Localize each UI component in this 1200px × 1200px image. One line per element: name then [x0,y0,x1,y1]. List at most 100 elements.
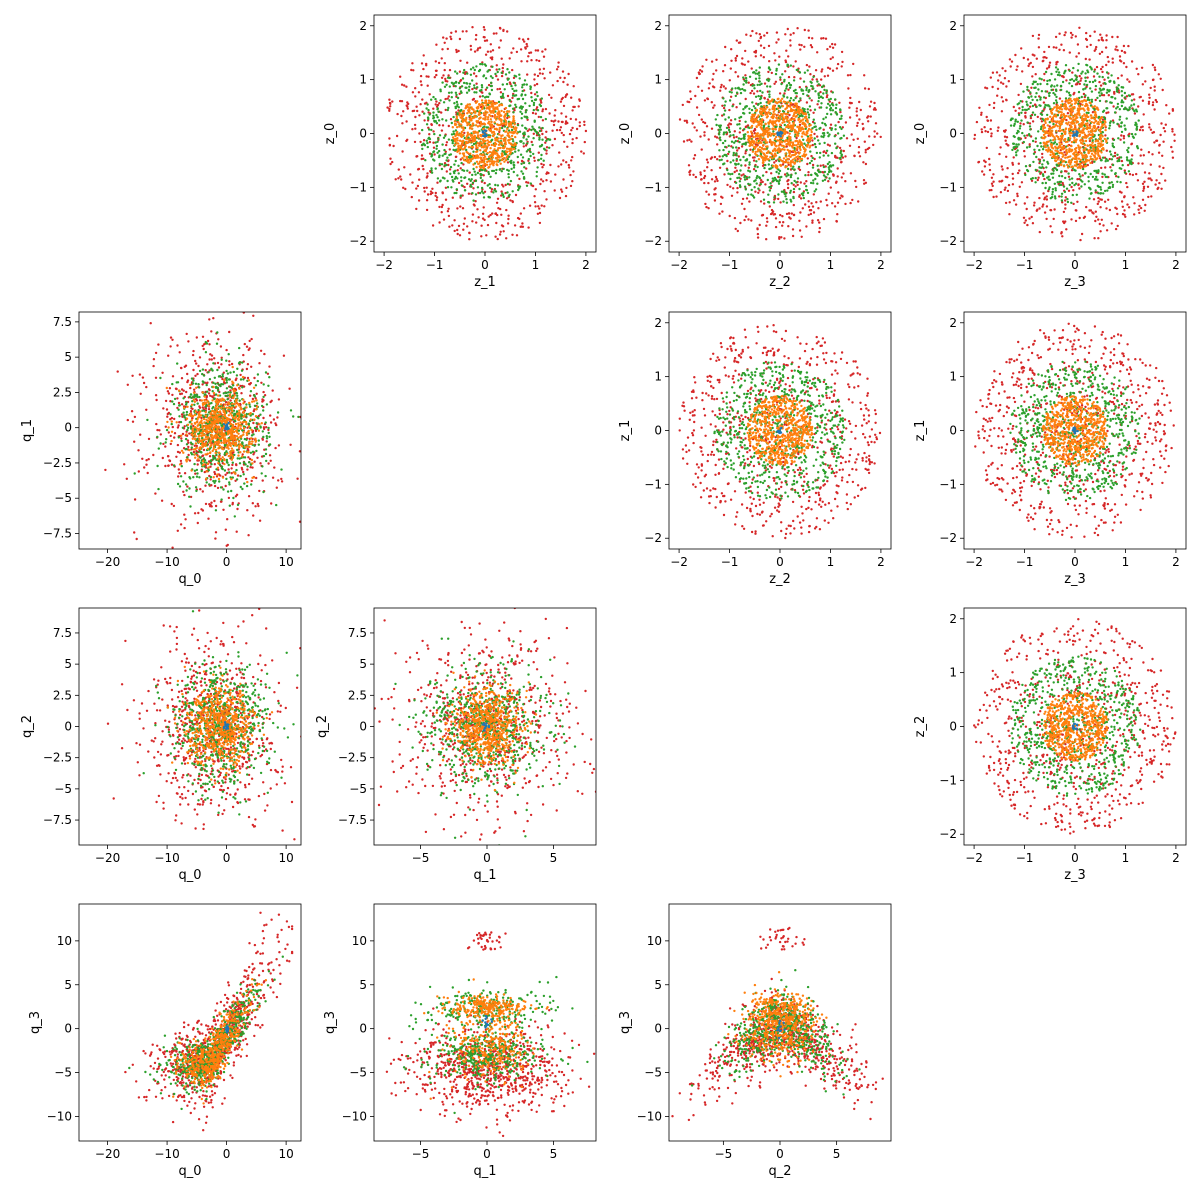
data-point [756,165,759,169]
data-point [748,176,751,179]
data-point [826,204,829,207]
data-point [999,146,1002,149]
data-point [1088,58,1091,61]
data-point [498,46,501,49]
data-point [1155,100,1159,104]
series-2 [746,97,813,170]
data-point [484,163,487,166]
data-point [791,143,795,146]
data-point [1052,102,1056,105]
data-point [451,126,454,129]
data-point [783,148,786,151]
data-point [814,69,818,72]
data-point [809,181,813,185]
data-point [426,145,429,149]
data-point [444,152,447,155]
data-point [732,159,735,162]
data-point [1112,121,1115,124]
data-point [556,79,559,83]
data-point [534,188,537,191]
data-point [847,87,850,90]
data-point [770,143,773,146]
data-point [738,184,742,187]
data-point [472,199,475,202]
data-point [1126,163,1130,167]
data-point [703,121,707,125]
data-point [811,163,815,167]
data-point [822,165,826,169]
data-point [854,179,857,183]
data-point [823,150,826,153]
data-point [498,168,502,171]
data-point [1084,37,1088,41]
data-point [406,107,409,110]
data-point [1071,71,1074,74]
data-point [1007,80,1010,83]
data-point [486,70,489,73]
data-point [828,144,831,147]
data-point [530,140,533,144]
data-point [765,130,768,133]
data-point [1058,195,1061,198]
data-point [1126,149,1129,152]
data-point [785,143,788,146]
data-point [498,68,501,71]
data-point [809,150,812,153]
data-point [438,124,441,127]
data-point [428,133,431,136]
data-point [739,221,742,225]
data-point [460,123,463,126]
data-point [571,180,574,183]
data-point [458,152,462,155]
data-point [421,147,424,151]
data-point [789,175,793,179]
data-point [466,182,469,185]
data-point [828,67,832,70]
data-point [817,139,820,142]
data-point [487,215,490,218]
data-point [550,96,553,100]
data-point [727,152,730,156]
data-point [1040,90,1044,93]
data-point [813,142,817,146]
data-point [1147,177,1150,180]
data-point [475,91,478,94]
data-point [1016,149,1019,152]
data-point [480,190,484,193]
data-point [499,207,502,211]
data-point [489,118,492,121]
data-point [1047,134,1050,137]
data-point [839,110,842,114]
data-point [791,234,795,238]
data-point [1160,187,1163,190]
data-point [521,222,524,225]
data-point [1080,72,1083,75]
data-point [475,65,478,68]
data-point [444,186,448,189]
data-point [805,86,808,90]
data-point [565,186,568,190]
data-point [715,136,719,139]
data-point [713,199,717,202]
data-point [996,94,999,97]
data-point [754,55,757,58]
data-point [818,156,821,159]
data-point [425,199,429,202]
data-point [767,125,770,128]
data-point [744,188,747,191]
data-point [701,65,704,68]
data-point [389,157,392,160]
data-point [455,188,458,191]
data-point [407,102,410,106]
data-point [796,27,799,30]
data-point [491,49,495,52]
data-point [988,168,992,172]
data-point [1162,126,1166,130]
data-point [849,201,852,205]
data-point [1088,139,1092,143]
data-point [533,156,536,159]
data-point [502,63,505,66]
data-point [507,217,510,221]
data-point [1028,164,1032,167]
data-point [802,80,806,83]
